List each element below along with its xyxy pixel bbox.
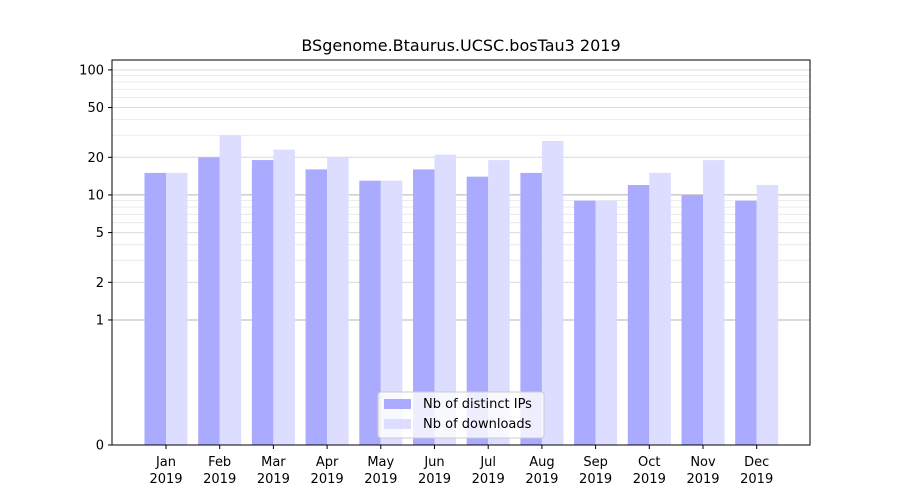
legend-swatch-distinct-ips	[384, 399, 411, 409]
y-tick-label: 1	[96, 313, 104, 328]
legend-label-distinct-ips: Nb of distinct IPs	[423, 397, 532, 412]
x-tick-label-year: 2019	[579, 472, 612, 487]
y-tick-label: 0	[96, 439, 104, 454]
x-tick-label-year: 2019	[472, 472, 505, 487]
y-tick-label: 50	[87, 101, 104, 116]
y-tick-label: 20	[87, 151, 104, 166]
x-tick-label-year: 2019	[257, 472, 290, 487]
bar-distinct-ips-nov	[681, 194, 703, 445]
bar-distinct-ips-mar	[251, 160, 274, 445]
bar-downloads-may	[380, 180, 403, 445]
bar-distinct-ips-apr	[305, 169, 328, 445]
bar-downloads-oct	[649, 172, 671, 445]
legend-swatch-downloads	[384, 419, 411, 429]
bar-distinct-ips-jul	[466, 176, 489, 445]
bar-distinct-ips-jun	[413, 169, 435, 445]
x-tick-label-month: Feb	[208, 455, 231, 470]
x-tick-label-month: Mar	[261, 455, 286, 470]
x-axis: Jan 2019 Feb 2019 Mar 2019 Apr 2019 May 2019 Jun 20…	[149, 445, 773, 487]
bar-downloads-sep	[595, 200, 618, 445]
bar-downloads-apr	[327, 157, 349, 445]
x-tick-label-month: Sep	[583, 455, 608, 470]
plot-area-frame	[111, 59, 811, 446]
x-tick-label-year: 2019	[686, 472, 719, 487]
legend-label-downloads: Nb of downloads	[423, 417, 532, 432]
bar-downloads-aug	[541, 140, 564, 445]
legend-box	[377, 391, 545, 439]
y-axis: 0 1 2 5 10 20 50 100	[79, 63, 112, 454]
x-tick-label-month: Oct	[638, 455, 660, 470]
x-tick-label-year: 2019	[740, 472, 773, 487]
bar-downloads-nov	[703, 160, 725, 445]
bar-downloads-jan	[166, 172, 188, 445]
y-tick-label: 2	[96, 276, 104, 291]
bars-layer	[144, 135, 779, 446]
x-tick-label-month: May	[367, 455, 394, 470]
bar-downloads-mar	[273, 149, 295, 446]
x-tick-label-year: 2019	[525, 472, 558, 487]
x-tick-label-year: 2019	[633, 472, 666, 487]
x-tick-label-year: 2019	[149, 472, 182, 487]
bar-distinct-ips-dec	[735, 200, 757, 445]
bar-distinct-ips-feb	[198, 157, 220, 445]
x-tick-label-year: 2019	[418, 472, 451, 487]
bar-distinct-ips-aug	[520, 172, 542, 445]
bar-downloads-jun	[434, 154, 456, 446]
bar-distinct-ips-oct	[627, 185, 650, 445]
bar-distinct-ips-sep	[574, 200, 596, 445]
bar-downloads-dec	[756, 185, 779, 445]
bar-distinct-ips-may	[359, 180, 381, 445]
x-tick-label-year: 2019	[203, 472, 236, 487]
x-tick-label-month: Dec	[744, 455, 769, 470]
x-tick-label-month: Jul	[479, 455, 496, 470]
x-tick-label-month: Aug	[529, 455, 554, 470]
bar-distinct-ips-jan	[144, 172, 166, 445]
legend: Nb of distinct IPs Nb of downloads	[377, 391, 545, 439]
x-tick-label-year: 2019	[311, 472, 344, 487]
y-tick-label: 100	[79, 63, 104, 78]
y-tick-label: 10	[87, 188, 104, 203]
bar-downloads-jul	[488, 160, 510, 445]
x-tick-label-month: Apr	[316, 455, 339, 470]
x-tick-label-month: Nov	[690, 455, 716, 470]
x-tick-label-month: Jun	[423, 455, 444, 470]
chart-title: BSgenome.Btaurus.UCSC.bosTau3 2019	[301, 36, 620, 55]
y-tick-label: 5	[96, 226, 104, 241]
x-tick-label-month: Jan	[155, 455, 176, 470]
bar-downloads-feb	[219, 135, 242, 445]
x-tick-label-year: 2019	[364, 472, 397, 487]
